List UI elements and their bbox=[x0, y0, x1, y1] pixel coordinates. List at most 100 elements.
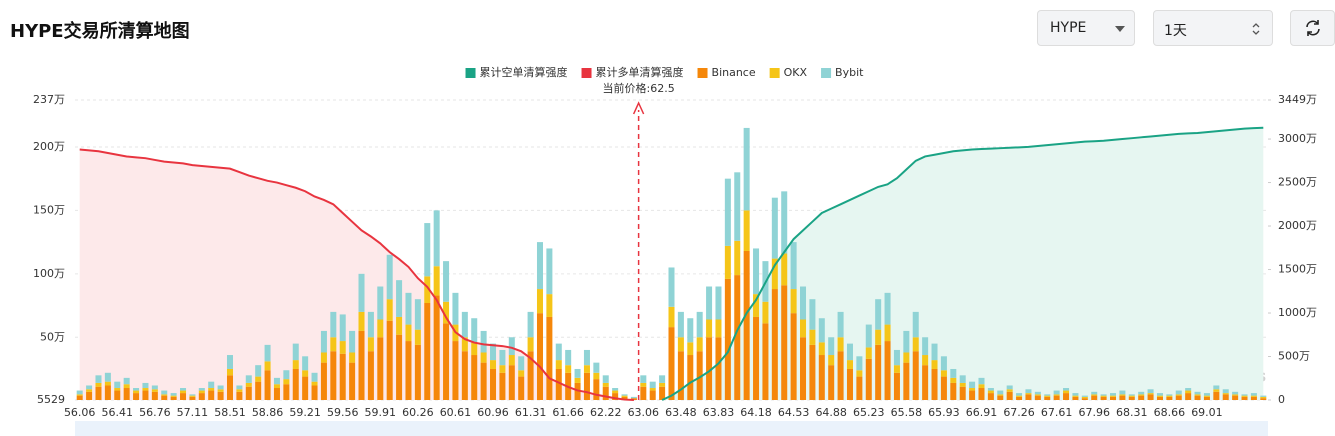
bar-segment bbox=[1044, 396, 1051, 400]
bar-segment bbox=[959, 375, 966, 383]
bar-segment bbox=[414, 299, 421, 330]
bar-segment bbox=[1194, 394, 1201, 396]
bar-segment bbox=[452, 292, 459, 325]
bar-segment bbox=[433, 266, 440, 296]
period-select[interactable]: 1天 bbox=[1153, 10, 1273, 46]
x-tick-label: 65.93 bbox=[928, 406, 960, 419]
x-tick-label: 56.06 bbox=[64, 406, 96, 419]
bar-segment bbox=[1166, 394, 1173, 396]
bar-segment bbox=[602, 382, 609, 387]
bar-segment bbox=[330, 311, 337, 338]
bar-segment bbox=[490, 360, 497, 369]
bar-segment bbox=[706, 319, 713, 338]
bar-segment bbox=[687, 355, 694, 400]
bar-segment bbox=[1250, 393, 1257, 396]
bar-segment bbox=[330, 337, 337, 352]
bar-segment bbox=[339, 341, 346, 354]
bar-segment bbox=[255, 365, 262, 377]
symbol-select[interactable]: HYPE bbox=[1037, 10, 1135, 46]
bar-segment bbox=[1203, 396, 1210, 400]
bar-segment bbox=[922, 365, 929, 400]
bar-segment bbox=[1091, 391, 1098, 395]
bar-segment bbox=[875, 329, 882, 345]
x-tick-label: 62.22 bbox=[590, 406, 622, 419]
bar-segment bbox=[565, 349, 572, 366]
x-tick-label: 69.01 bbox=[1191, 406, 1223, 419]
bar-segment bbox=[396, 334, 403, 400]
bar-segment bbox=[715, 319, 722, 338]
scrollbar[interactable] bbox=[75, 421, 1268, 436]
bar-segment bbox=[1119, 395, 1126, 400]
bar-segment bbox=[1100, 395, 1107, 397]
bar-segment bbox=[1053, 390, 1060, 395]
legend-label: OKX bbox=[784, 66, 808, 79]
bar-segment bbox=[189, 396, 196, 400]
legend-swatch bbox=[697, 68, 708, 78]
x-tick-label: 66.91 bbox=[966, 406, 998, 419]
bar-segment bbox=[358, 311, 365, 331]
bar-segment bbox=[1119, 390, 1126, 395]
bar-segment bbox=[161, 395, 168, 400]
x-tick-label: 63.83 bbox=[703, 406, 735, 419]
bar-segment bbox=[969, 388, 976, 391]
bar-segment bbox=[104, 372, 111, 382]
bar-segment bbox=[255, 381, 262, 400]
bar-segment bbox=[292, 368, 299, 400]
bar-segment bbox=[875, 344, 882, 400]
bar-segment bbox=[1109, 396, 1117, 400]
y2-tick-label: 2000万 bbox=[1278, 219, 1317, 232]
x-tick-label: 58.51 bbox=[214, 406, 246, 419]
bar-segment bbox=[443, 261, 450, 302]
x-tick-label: 59.21 bbox=[289, 406, 321, 419]
bar-segment bbox=[1025, 394, 1032, 400]
bar-segment bbox=[1260, 395, 1267, 397]
price-annotation: 当前价格:62.5 bbox=[603, 81, 675, 95]
bar-segment bbox=[734, 275, 741, 400]
bar-segment bbox=[1250, 396, 1257, 400]
bar-segment bbox=[377, 319, 384, 338]
bar-segment bbox=[1213, 385, 1220, 390]
x-tick-label: 67.61 bbox=[1041, 406, 1073, 419]
legend: 累计空单清算强度 累计多单清算强度 Binance OKX Bybit bbox=[465, 65, 864, 79]
bar-segment bbox=[649, 381, 656, 389]
bar-segment bbox=[959, 382, 966, 387]
bar-segment bbox=[1194, 395, 1201, 400]
bar-segment bbox=[1044, 395, 1051, 397]
x-tick-label: 57.11 bbox=[177, 406, 209, 419]
bar-segment bbox=[846, 368, 853, 400]
bar-segment bbox=[208, 390, 215, 400]
bar-segment bbox=[959, 386, 966, 400]
bar-segment bbox=[677, 337, 684, 352]
bar-segment bbox=[1128, 394, 1135, 396]
bar-segment bbox=[151, 389, 158, 392]
bar-segment bbox=[1241, 395, 1248, 397]
y-tick-label: 237万 bbox=[33, 93, 65, 106]
bar-segment bbox=[1232, 395, 1239, 400]
bar-segment bbox=[490, 368, 497, 400]
bar-segment bbox=[583, 365, 590, 373]
x-tick-label: 56.76 bbox=[139, 406, 171, 419]
y2-tick-label: 1000万 bbox=[1278, 306, 1317, 319]
refresh-icon bbox=[1306, 20, 1320, 36]
x-tick-label: 60.61 bbox=[440, 406, 472, 419]
bar-segment bbox=[1053, 394, 1060, 396]
bar-segment bbox=[743, 250, 750, 400]
bar-segment bbox=[602, 375, 609, 383]
bar-segment bbox=[1175, 390, 1182, 395]
bar-segment bbox=[386, 254, 393, 300]
bar-segment bbox=[555, 368, 562, 400]
bar-segment bbox=[640, 386, 647, 400]
bar-segment bbox=[893, 365, 900, 373]
bar-segment bbox=[743, 127, 750, 211]
bar-segment bbox=[208, 381, 215, 389]
spinner-icon bbox=[1252, 23, 1260, 35]
bar-segment bbox=[1034, 391, 1041, 395]
bar-segment bbox=[480, 352, 487, 363]
bar-segment bbox=[133, 393, 140, 400]
bar-segment bbox=[461, 337, 468, 352]
bar-segment bbox=[1063, 390, 1070, 394]
bar-segment bbox=[1053, 395, 1060, 400]
bar-segment bbox=[1100, 396, 1107, 400]
bar-segment bbox=[837, 311, 844, 338]
